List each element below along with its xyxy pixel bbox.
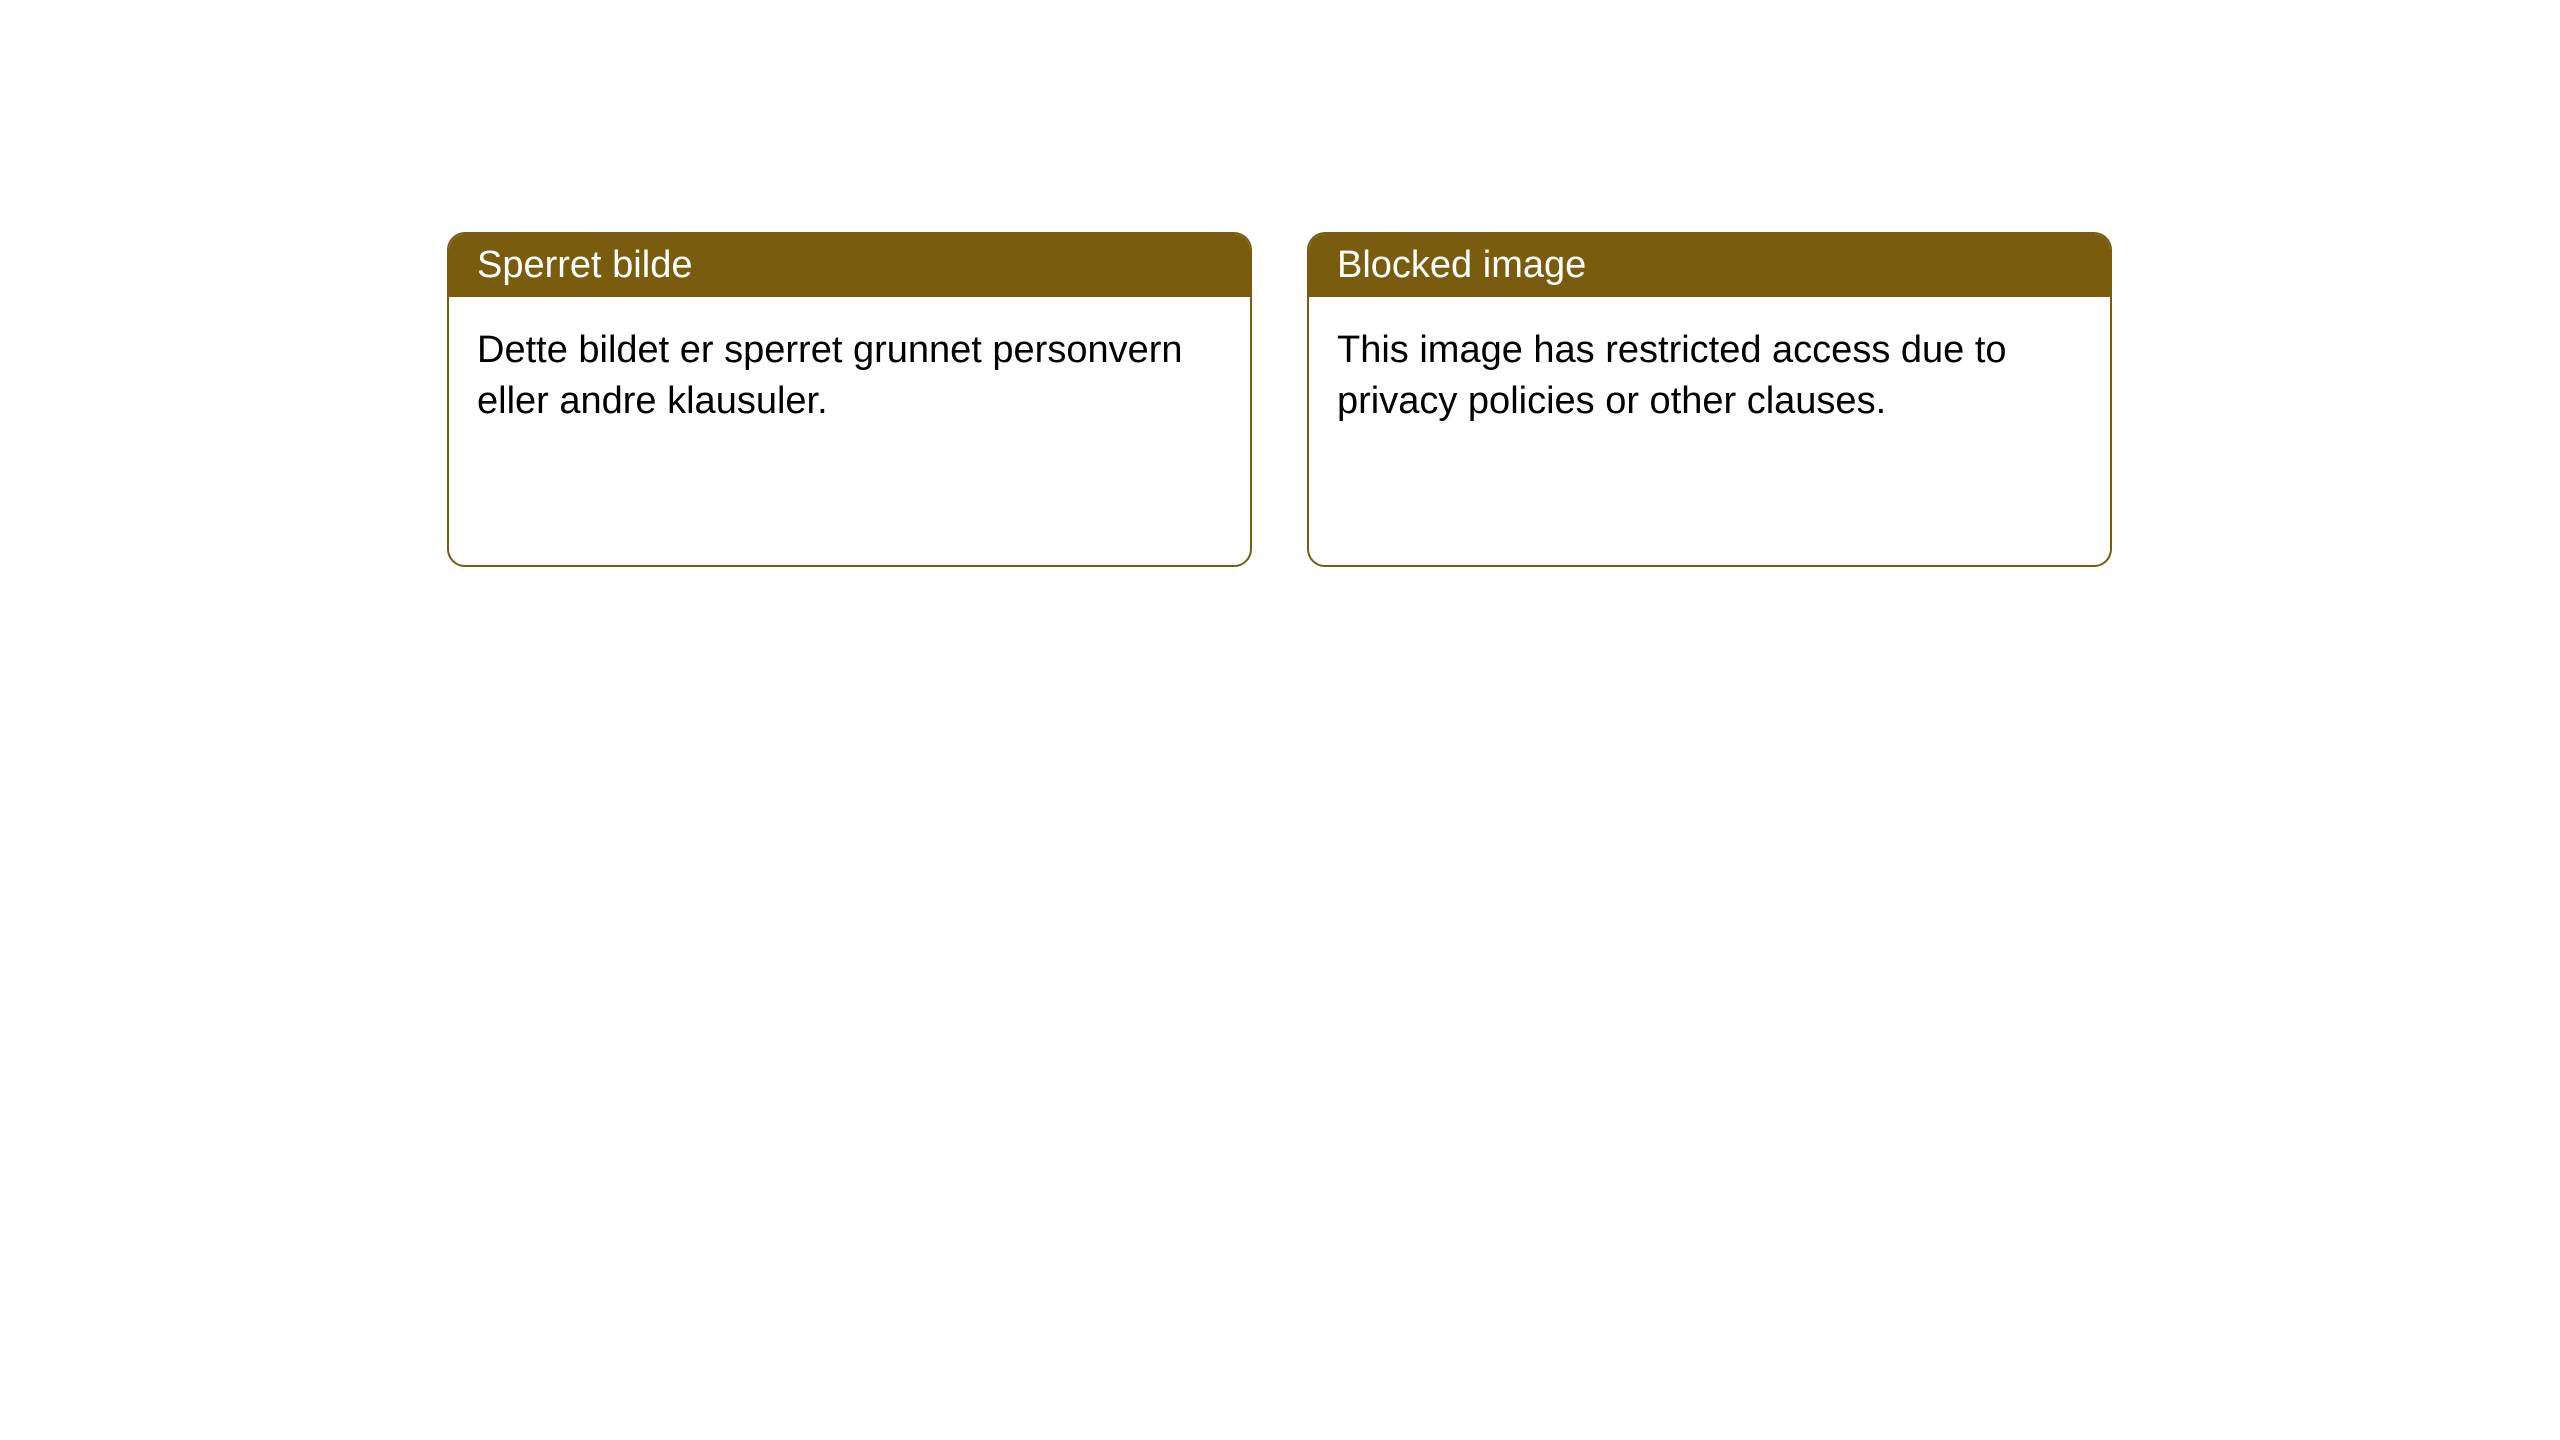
notice-text-english: This image has restricted access due to …: [1337, 329, 2007, 422]
notice-title-norwegian: Sperret bilde: [477, 244, 692, 286]
notice-header-english: Blocked image: [1309, 234, 2110, 297]
notice-header-norwegian: Sperret bilde: [449, 234, 1250, 297]
notice-card-norwegian: Sperret bilde Dette bildet er sperret gr…: [447, 232, 1252, 567]
notice-title-english: Blocked image: [1337, 244, 1586, 286]
notice-container: Sperret bilde Dette bildet er sperret gr…: [0, 0, 2560, 567]
notice-body-norwegian: Dette bildet er sperret grunnet personve…: [449, 297, 1250, 456]
notice-body-english: This image has restricted access due to …: [1309, 297, 2110, 456]
notice-card-english: Blocked image This image has restricted …: [1307, 232, 2112, 567]
notice-text-norwegian: Dette bildet er sperret grunnet personve…: [477, 329, 1183, 422]
